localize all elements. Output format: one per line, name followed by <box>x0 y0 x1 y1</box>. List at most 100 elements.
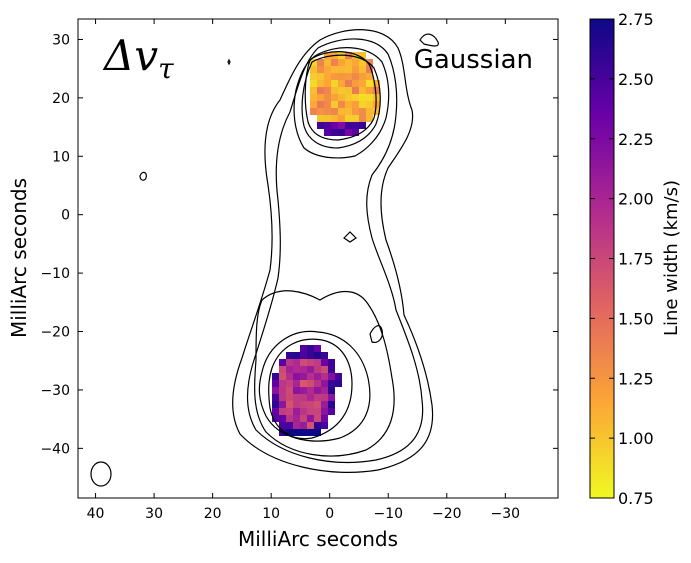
heatmap-cell <box>359 66 366 73</box>
colorbar-tick-label: 2.00 <box>618 190 654 209</box>
y-tick-label: 10 <box>52 149 70 165</box>
heatmap-cell <box>307 352 314 359</box>
heatmap-cell <box>307 394 314 401</box>
heatmap-cell <box>300 401 307 408</box>
heatmap-cell <box>279 415 286 422</box>
heatmap-cell <box>345 87 352 94</box>
heatmap-cell <box>324 73 331 80</box>
heatmap-cell <box>324 80 331 87</box>
colorbar-tick-label: 1.25 <box>618 369 654 388</box>
heatmap-cell <box>321 373 328 380</box>
heatmap-cell <box>321 359 328 366</box>
heatmap-cell <box>366 73 373 80</box>
heatmap-cell <box>338 129 345 136</box>
heatmap-cell <box>359 59 366 66</box>
heatmap-cell <box>286 394 293 401</box>
heatmap-cell <box>352 108 359 115</box>
heatmap-cell <box>293 373 300 380</box>
heatmap-cell <box>328 387 335 394</box>
y-tick-label: 0 <box>61 208 70 224</box>
heatmap-cell <box>314 373 321 380</box>
heatmap-cell <box>352 59 359 66</box>
heatmap-cell <box>359 52 366 59</box>
heatmap-cell <box>314 429 321 436</box>
heatmap-cell <box>338 87 345 94</box>
heatmap-cell <box>324 108 331 115</box>
heatmap-cell <box>293 415 300 422</box>
heatmap-cell <box>352 52 359 59</box>
heatmap-cell <box>324 94 331 101</box>
colorbar-ticks: 0.75 1.00 1.25 1.50 1.75 2.00 2.25 2.50 2.75 <box>590 10 654 508</box>
heatmap-cell <box>293 401 300 408</box>
heatmap-cell <box>286 380 293 387</box>
heatmap-cell <box>293 380 300 387</box>
heatmap-cell <box>310 108 317 115</box>
heatmap-cell <box>293 366 300 373</box>
heatmap-cell <box>373 87 380 94</box>
heatmap-cell <box>324 52 331 59</box>
heatmap-cell <box>359 73 366 80</box>
heatmap-cell <box>328 359 335 366</box>
heatmap-cell <box>331 66 338 73</box>
heatmap-cell <box>366 80 373 87</box>
colorbar-tick-label: 0.75 <box>618 489 654 508</box>
heatmap-cell <box>317 115 324 122</box>
colorbar-tick-label: 2.25 <box>618 130 654 149</box>
heatmap-cell <box>359 122 366 129</box>
heatmap-cell <box>272 380 279 387</box>
x-tick-label: 0 <box>325 506 334 522</box>
heatmap-cell <box>286 415 293 422</box>
heatmap-cell <box>321 415 328 422</box>
heatmap-cell <box>317 122 324 129</box>
heatmap-cell <box>345 59 352 66</box>
heatmap-cell <box>300 408 307 415</box>
axis-ticks: 40 30 20 10 0 −10 −20 −30 30 20 10 0 −10 −20 −30 −40 <box>40 19 558 522</box>
heatmap-cell <box>345 129 352 136</box>
heatmap-cell <box>324 59 331 66</box>
heatmap-cell <box>338 115 345 122</box>
heatmap-cell <box>279 422 286 429</box>
heatmap-cell <box>338 59 345 66</box>
x-tick-label: 10 <box>262 506 280 522</box>
heatmap-cell <box>310 80 317 87</box>
heatmap-cell <box>310 101 317 108</box>
heatmap-cell <box>317 94 324 101</box>
heatmap-cells <box>272 52 380 436</box>
heatmap-cell <box>345 108 352 115</box>
heatmap-cell <box>272 394 279 401</box>
heatmap-cell <box>286 352 293 359</box>
heatmap-cell <box>300 415 307 422</box>
heatmap-cell <box>300 352 307 359</box>
heatmap-cell <box>317 87 324 94</box>
heatmap-cell <box>352 101 359 108</box>
heatmap-cell <box>314 345 321 352</box>
heatmap-cell <box>321 380 328 387</box>
heatmap-cell <box>314 359 321 366</box>
heatmap-cell <box>307 366 314 373</box>
heatmap-cell <box>328 373 335 380</box>
heatmap-cell <box>366 94 373 101</box>
heatmap-cell <box>331 108 338 115</box>
heatmap-cell <box>352 129 359 136</box>
heatmap-cell <box>286 387 293 394</box>
heatmap-cell <box>272 415 279 422</box>
heatmap-cell <box>293 387 300 394</box>
heatmap-cell <box>314 401 321 408</box>
heatmap-cell <box>307 422 314 429</box>
heatmap-cell <box>366 115 373 122</box>
heatmap-cell <box>307 380 314 387</box>
x-tick-label: −30 <box>491 506 521 522</box>
heatmap-cell <box>352 66 359 73</box>
heatmap-cell <box>310 87 317 94</box>
heatmap-cell <box>359 87 366 94</box>
heatmap-cell <box>328 394 335 401</box>
heatmap-cell <box>293 359 300 366</box>
contour-island-dot <box>227 58 231 66</box>
x-tick-label: 40 <box>87 506 105 522</box>
x-tick-label: −10 <box>373 506 403 522</box>
heatmap-cell <box>345 66 352 73</box>
heatmap-cell <box>300 429 307 436</box>
heatmap-cell <box>321 387 328 394</box>
heatmap-cell <box>345 94 352 101</box>
heatmap-cell <box>272 408 279 415</box>
